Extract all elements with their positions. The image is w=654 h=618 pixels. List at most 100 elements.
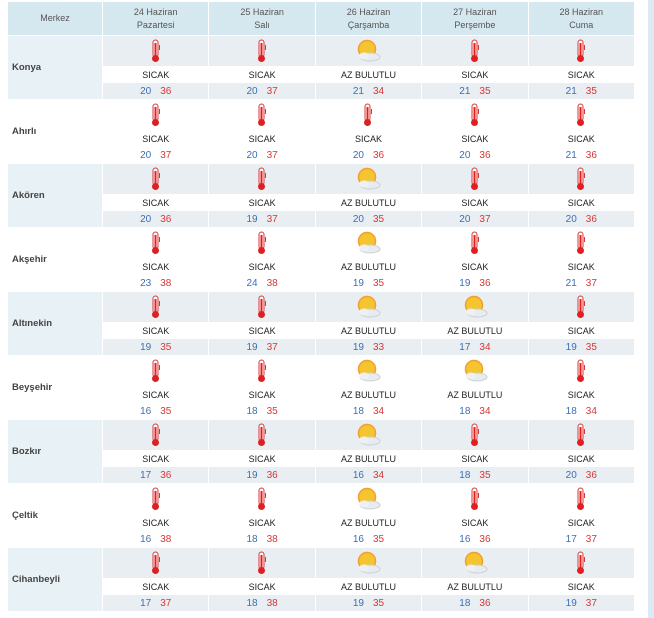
temperature-cell: 20 36	[103, 211, 209, 227]
day-weekday: Salı	[254, 19, 270, 30]
condition-text: SICAK	[528, 322, 634, 339]
max-temp: 35	[372, 533, 385, 545]
temperature-cell: 19 36	[422, 275, 527, 291]
temperature-cell: 18 34	[422, 403, 527, 419]
temperature-cell: 20 37	[209, 147, 314, 163]
city-name: Cihanbeyli	[8, 548, 102, 611]
max-temp: 37	[266, 149, 278, 161]
city-name: Konya	[8, 36, 102, 99]
max-temp: 35	[372, 597, 385, 609]
max-temp: 34	[479, 341, 491, 353]
temperature-cell: 21 37	[529, 275, 634, 291]
day-weekday: Pazartesi	[136, 19, 175, 30]
condition-text: SICAK	[528, 66, 634, 83]
condition-text: AZ BULUTLU	[315, 322, 422, 339]
max-temp: 35	[266, 405, 278, 417]
thermometer-icon	[103, 420, 209, 450]
min-temp: 19	[565, 341, 577, 353]
city-row: Cihanbeyli SICAK SICAK AZ BULUTLU AZ BULUTLU…	[8, 547, 634, 611]
max-temp: 34	[372, 469, 385, 481]
thermometer-icon	[209, 356, 314, 386]
min-temp: 18	[246, 597, 258, 609]
min-temp: 21	[459, 85, 471, 97]
min-temp: 20	[459, 149, 471, 161]
city-row: Beyşehir SICAK SICAK AZ BULUTLU AZ BULUTLU SI…	[8, 355, 634, 419]
max-temp: 37	[266, 213, 278, 225]
temperature-cell: 24 38	[209, 275, 314, 291]
thermometer-icon	[422, 100, 527, 130]
condition-text: SICAK	[528, 450, 634, 467]
temperature-cell: 20 36	[316, 147, 421, 163]
condition-text: SICAK	[209, 322, 315, 339]
condition-text: SICAK	[422, 450, 528, 467]
condition-text: AZ BULUTLU	[422, 386, 528, 403]
min-temp: 19	[459, 277, 471, 289]
min-temp: 16	[140, 405, 152, 417]
partly-cloudy-icon	[316, 356, 421, 386]
thermometer-icon	[209, 292, 315, 322]
thermometer-icon	[103, 356, 208, 386]
min-temp: 17	[140, 597, 152, 609]
max-temp: 34	[479, 405, 491, 417]
max-temp: 34	[585, 405, 597, 417]
partly-cloudy-icon	[422, 548, 528, 578]
condition-text: AZ BULUTLU	[315, 578, 422, 595]
max-temp: 36	[160, 469, 172, 481]
city-name: Ahırlı	[12, 126, 37, 137]
min-temp: 18	[459, 405, 471, 417]
min-temp: 19	[246, 213, 258, 225]
partly-cloudy-icon	[316, 228, 421, 258]
max-temp: 35	[585, 85, 597, 97]
max-temp: 36	[585, 213, 597, 225]
condition-text: SICAK	[528, 578, 634, 595]
thermometer-icon	[103, 228, 208, 258]
max-temp: 36	[479, 149, 491, 161]
header-day: 25 Haziran Salı	[209, 2, 315, 35]
thermometer-icon	[103, 36, 209, 66]
city-name: Akşehir	[12, 254, 47, 265]
max-temp: 38	[160, 533, 172, 545]
min-temp: 20	[246, 85, 258, 97]
condition-text: SICAK	[422, 258, 528, 275]
condition-text: SICAK	[103, 578, 209, 595]
max-temp: 38	[266, 533, 278, 545]
max-temp: 38	[266, 277, 278, 289]
temperature-cell: 20 36	[103, 83, 209, 99]
max-temp: 35	[479, 469, 491, 481]
thermometer-icon	[529, 484, 634, 514]
thermometer-icon	[529, 356, 634, 386]
min-temp: 20	[459, 213, 471, 225]
min-temp: 17	[565, 533, 577, 545]
condition-text: AZ BULUTLU	[315, 386, 422, 403]
min-temp: 19	[246, 341, 258, 353]
day-date: 25 Haziran	[240, 6, 284, 17]
min-temp: 20	[246, 149, 258, 161]
day-weekday: Çarşamba	[347, 19, 390, 30]
temperature-cell: 20 36	[528, 467, 634, 483]
thermometer-icon	[528, 420, 634, 450]
min-temp: 21	[352, 85, 364, 97]
temperature-cell: 16 36	[422, 531, 527, 547]
condition-text: AZ BULUTLU	[315, 194, 422, 211]
max-temp: 38	[266, 597, 278, 609]
condition-text: SICAK	[528, 514, 634, 531]
temperature-cell: 16 35	[103, 403, 208, 419]
city-row: Altınekin SICAK SICAK AZ BULUTLU AZ BULUTLU S…	[8, 291, 634, 355]
max-temp: 35	[160, 405, 172, 417]
partly-cloudy-icon	[422, 292, 528, 322]
thermometer-icon	[209, 164, 315, 194]
min-temp: 17	[459, 341, 471, 353]
partly-cloudy-icon	[315, 164, 422, 194]
min-temp: 19	[565, 597, 577, 609]
min-temp: 19	[352, 277, 364, 289]
condition-text: SICAK	[209, 130, 315, 147]
condition-text: SICAK	[103, 514, 209, 531]
scrollbar[interactable]	[648, 0, 654, 618]
condition-text: SICAK	[209, 450, 315, 467]
min-temp: 19	[140, 341, 152, 353]
min-temp: 16	[352, 533, 364, 545]
condition-text: SICAK	[422, 194, 528, 211]
max-temp: 37	[160, 149, 172, 161]
max-temp: 34	[372, 85, 385, 97]
min-temp: 20	[140, 213, 152, 225]
